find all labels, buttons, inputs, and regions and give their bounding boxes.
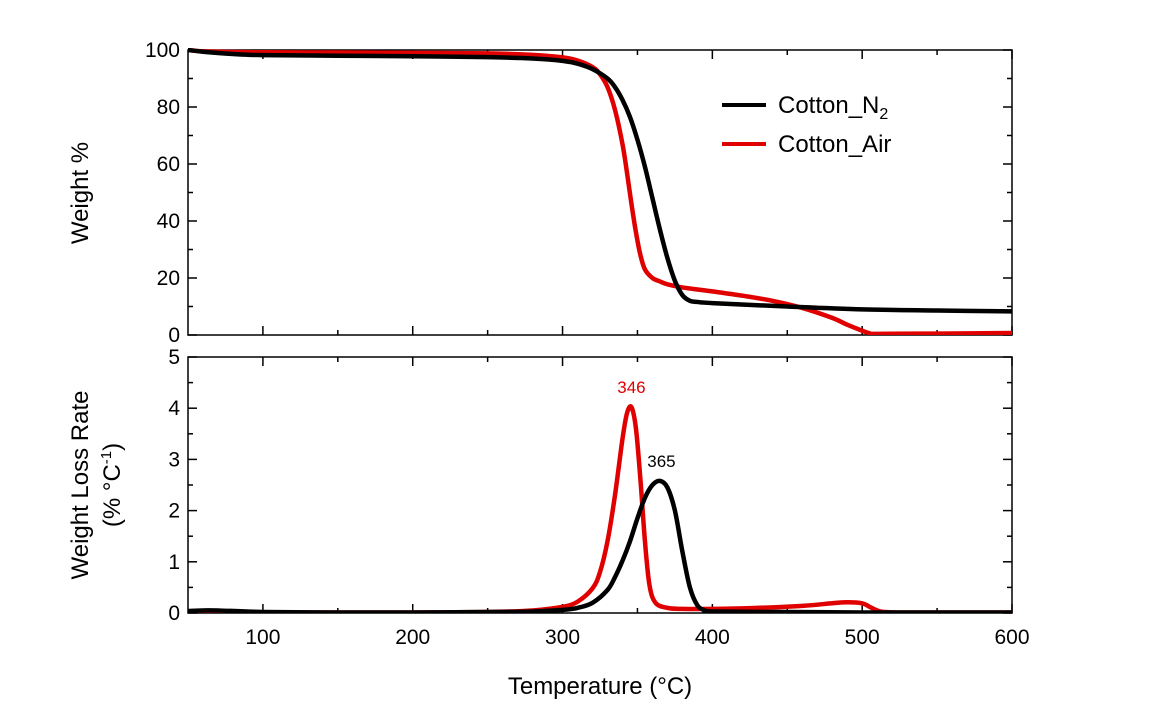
weight-y-axis-title: Weight % [67,142,94,244]
temperature-x-tick-labels: 100 200 300 400 500 600 [245,626,1029,649]
weight-y-tick-label: 40 [157,210,180,233]
weight-y-tick-label: 80 [157,96,180,119]
temperature-x-tick-label: 300 [545,626,580,649]
temperature-x-tick-label: 500 [845,626,880,649]
weight-panel: 0 20 40 60 80 100 Weight % Cotton_N2 Cotton_A… [67,39,1013,347]
rate-y-tick-label: 4 [168,397,180,420]
weight-y-tick-label: 60 [157,153,180,176]
legend-label-cotton-n2: Cotton_N2 [778,92,888,123]
peak-label-365: 365 [647,452,675,471]
weight-y-tick-labels: 0 20 40 60 80 100 [145,39,180,347]
rate-y-tick-labels: 0 1 2 3 4 5 [168,346,180,625]
legend-label-cotton-air: Cotton_Air [778,131,891,158]
temperature-x-axis-title: Temperature (°C) [508,673,692,700]
weight-y-tick-label: 0 [168,324,180,347]
weight-y-tick-label: 100 [145,39,180,62]
temperature-x-tick-label: 200 [395,626,430,649]
peak-label-346: 346 [617,378,645,397]
rate-series-cotton-air [188,404,1012,613]
rate-series-cotton-n2 [188,478,1012,613]
weight-panel-frame [187,49,1013,336]
weight-loss-rate-panel: 0 1 2 3 4 5 100 200 300 400 500 600 346 365 Weight … [67,346,1030,700]
rate-y-axis-title-line1: Weight Loss Rate [67,391,94,580]
weight-panel-lines [188,48,1012,335]
rate-y-axis-title-line2: (% °C-1) [98,443,126,527]
peak-annotations: 346 365 [617,378,675,471]
legend: Cotton_N2 Cotton_Air [722,92,891,158]
rate-y-tick-label: 2 [168,500,180,523]
rate-y-tick-label: 3 [168,448,180,471]
weight-series-cotton-air [188,48,1012,335]
weight-panel-ticks [188,49,1013,336]
temperature-x-tick-label: 400 [695,626,730,649]
temperature-x-tick-label: 100 [245,626,280,649]
weight-series-cotton-n2 [188,48,1012,314]
rate-y-tick-label: 1 [168,551,180,574]
temperature-x-tick-label: 600 [994,626,1029,649]
rate-panel-lines [188,404,1012,613]
rate-y-tick-label: 5 [168,346,180,369]
rate-y-tick-label: 0 [168,602,180,625]
weight-y-tick-label: 20 [157,267,180,290]
